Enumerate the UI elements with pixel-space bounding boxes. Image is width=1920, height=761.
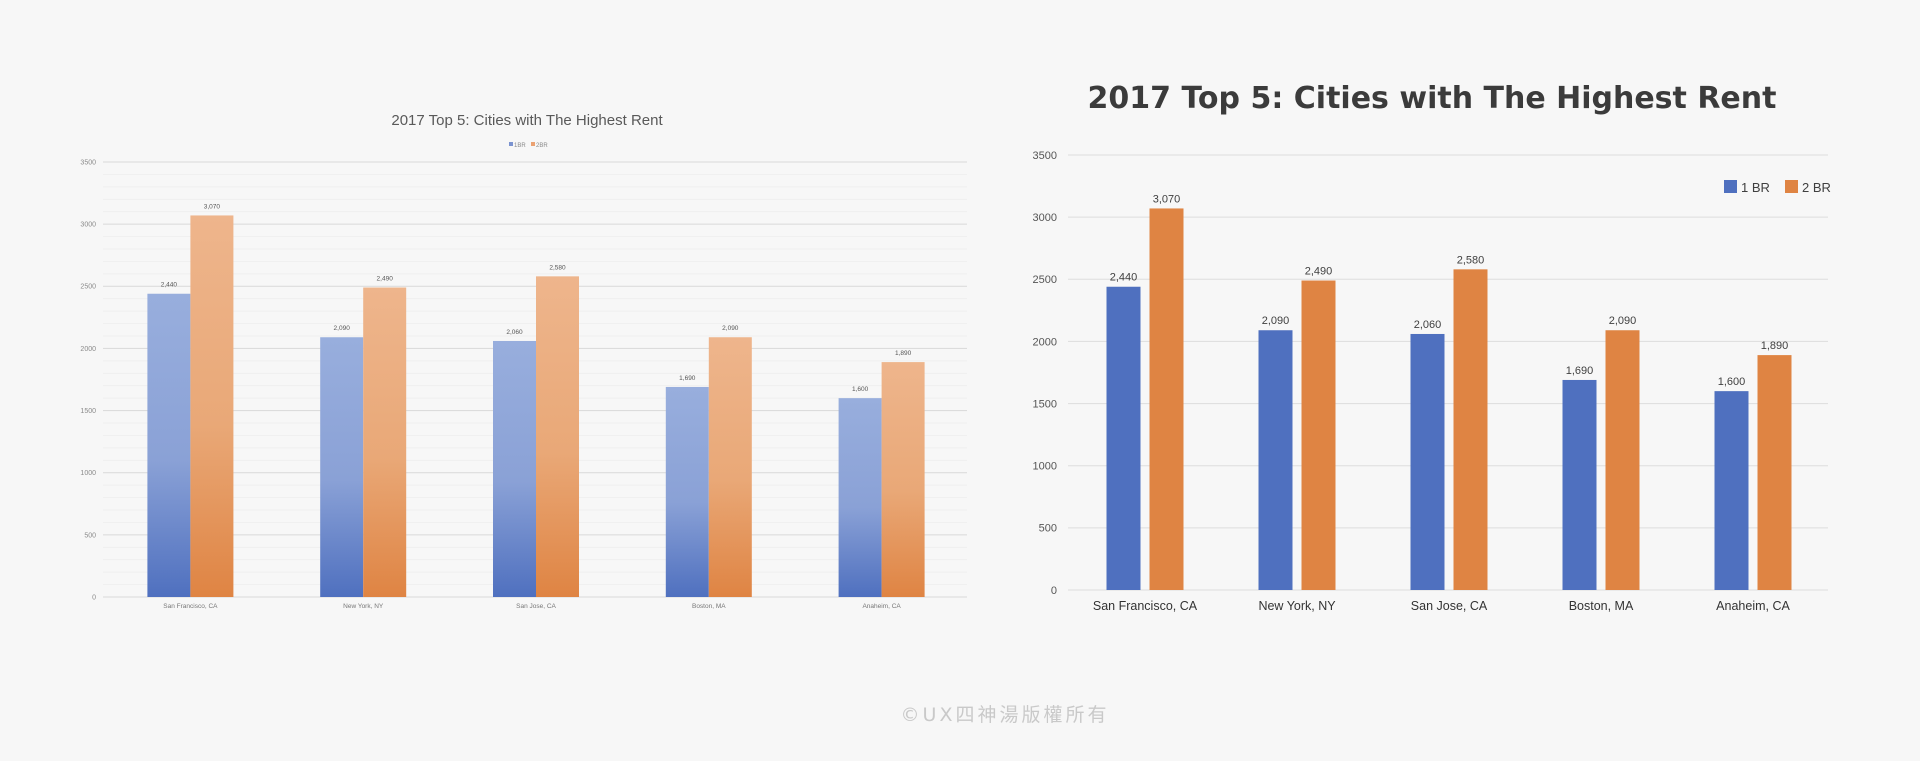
bar-2br (1149, 208, 1184, 590)
legend-label-2-br: 2 BR (1802, 180, 1831, 195)
data-label: 1,890 (1761, 340, 1789, 352)
right-chart-title: 2017 Top 5: Cities with The Highest Rent (1088, 81, 1777, 116)
legend-label-1-br: 1 BR (1741, 180, 1770, 195)
copyright-watermark: ©UX四神湯版權所有 (900, 704, 1110, 726)
y-tick-label: 1000 (80, 470, 96, 477)
x-category-label: Boston, MA (692, 603, 726, 610)
y-tick-label: 1500 (1033, 398, 1057, 410)
x-category-label: San Jose, CA (1411, 599, 1488, 613)
data-label: 2,090 (1609, 315, 1637, 327)
bar-2br (1301, 280, 1336, 590)
y-tick-label: 0 (92, 594, 96, 601)
data-label: 2,580 (549, 264, 566, 271)
right-chart-legend: 1 BR 2 BR (1724, 180, 1831, 195)
data-label: 2,580 (1457, 254, 1485, 266)
bar-2br (1605, 330, 1640, 590)
bar-2br (881, 362, 925, 597)
data-label: 2,090 (334, 325, 351, 332)
legend-swatch-1-br (1724, 180, 1737, 193)
y-tick-label: 500 (84, 532, 96, 539)
bar-1br (1106, 286, 1141, 590)
y-tick-label: 1000 (1033, 461, 1057, 473)
y-tick-label: 0 (1051, 585, 1057, 597)
x-category-label: San Francisco, CA (163, 603, 218, 610)
y-tick-label: 2500 (1033, 274, 1057, 286)
data-label: 2,060 (1414, 319, 1442, 331)
data-label: 2,440 (1110, 272, 1138, 284)
x-category-label: San Jose, CA (516, 603, 556, 610)
data-label: 1,600 (1718, 376, 1746, 388)
bar-2br (1757, 355, 1792, 590)
bar-1br (147, 293, 191, 597)
data-label: 2,060 (506, 329, 523, 336)
data-label: 1,600 (852, 386, 869, 393)
y-tick-label: 3000 (80, 222, 96, 229)
bar-1br (1714, 391, 1749, 590)
data-label: 3,070 (1153, 193, 1181, 205)
x-category-label: Boston, MA (1569, 599, 1634, 613)
data-label: 2,440 (161, 282, 178, 289)
x-category-label: New York, NY (1258, 599, 1336, 613)
bar-2br (363, 287, 407, 597)
data-label: 1,690 (679, 375, 696, 382)
y-tick-label: 3500 (1033, 150, 1057, 162)
legend-swatch-1br (509, 142, 513, 146)
y-tick-label: 2500 (80, 284, 96, 291)
bar-2br (536, 276, 579, 597)
left-chart-legend: 1BR 2BR (509, 142, 548, 149)
bar-2br (708, 337, 752, 597)
bar-2br (190, 215, 234, 597)
bar-1br (838, 398, 882, 597)
data-label: 2,490 (377, 276, 394, 283)
bar-1br (1258, 330, 1293, 590)
legend-label-2br: 2BR (536, 143, 548, 149)
x-category-label: Anaheim, CA (1716, 599, 1790, 613)
y-tick-label: 3500 (80, 159, 96, 166)
bar-1br (1562, 379, 1597, 590)
y-tick-label: 3000 (1033, 212, 1057, 224)
y-tick-label: 2000 (1033, 336, 1057, 348)
legend-swatch-2br (531, 142, 535, 146)
data-label: 1,890 (895, 350, 912, 357)
y-tick-label: 2000 (80, 346, 96, 353)
data-label: 3,070 (204, 203, 221, 210)
bar-1br (665, 386, 709, 597)
data-label: 1,690 (1566, 365, 1594, 377)
bar-1br (1410, 333, 1445, 590)
x-category-label: New York, NY (343, 603, 384, 610)
y-tick-label: 1500 (80, 408, 96, 415)
bar-1br (320, 337, 364, 597)
x-category-label: Anaheim, CA (862, 603, 901, 610)
bar-1br (493, 340, 536, 597)
y-tick-label: 500 (1039, 523, 1057, 535)
legend-swatch-2-br (1785, 180, 1798, 193)
legend-label-1br: 1BR (514, 143, 526, 149)
data-label: 2,090 (1262, 315, 1290, 327)
left-chart-title: 2017 Top 5: Cities with The Highest Rent (391, 112, 663, 129)
x-category-label: San Francisco, CA (1093, 599, 1198, 613)
bar-2br (1453, 269, 1488, 590)
data-label: 2,090 (722, 325, 739, 332)
data-label: 2,490 (1305, 266, 1333, 278)
